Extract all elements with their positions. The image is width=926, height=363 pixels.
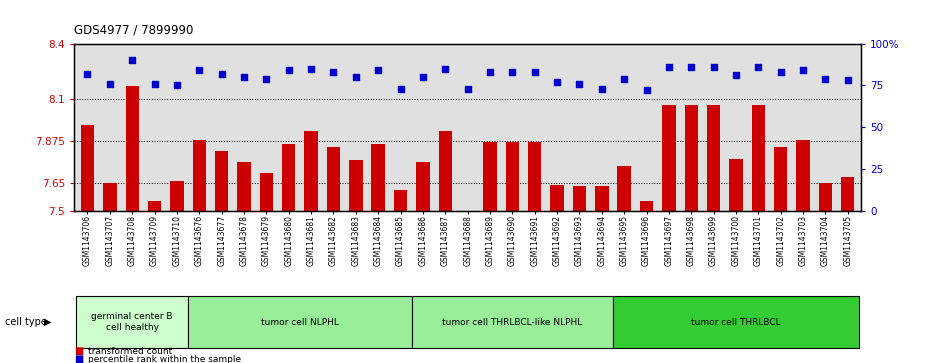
Point [438,66,453,72]
Bar [148,201,161,211]
Point [394,86,408,91]
Bar [774,147,787,211]
Bar [618,166,631,211]
Bar [327,147,340,211]
Point [237,74,252,80]
Bar [237,162,251,211]
Point [683,64,698,70]
Bar [662,105,676,211]
Text: ■: ■ [74,346,83,356]
Bar [684,105,698,211]
Point [729,72,744,78]
Bar [305,131,318,211]
Point [550,79,565,85]
Point [751,64,766,70]
Point [282,68,296,73]
Bar [506,142,519,211]
Text: cell type: cell type [5,317,46,327]
Point [348,74,363,80]
Point [594,86,609,91]
Bar [796,140,809,211]
Point [505,69,519,75]
Bar [819,183,832,211]
Point [304,66,319,72]
Bar [126,86,139,211]
Point [661,64,676,70]
Text: tumor cell THRLBCL-like NLPHL: tumor cell THRLBCL-like NLPHL [443,318,582,327]
Bar [752,105,765,211]
Point [192,68,206,73]
Bar [215,151,229,211]
Bar [595,187,608,211]
Text: tumor cell NLPHL: tumor cell NLPHL [261,318,339,327]
Bar [572,187,586,211]
Bar [193,140,206,211]
Bar [81,125,94,211]
Bar [528,142,542,211]
Bar [730,159,743,211]
Bar [483,142,496,211]
Bar [282,144,295,211]
Bar [170,181,183,211]
Bar [707,105,720,211]
Point [103,81,118,86]
Text: GDS4977 / 7899990: GDS4977 / 7899990 [74,23,194,36]
Point [527,69,542,75]
Point [169,82,184,88]
Point [147,81,162,86]
Point [572,81,587,86]
Point [707,64,721,70]
Bar [371,144,385,211]
Bar [841,177,855,211]
Point [617,76,632,82]
Point [482,69,497,75]
Point [125,57,140,63]
Text: transformed count: transformed count [88,347,172,356]
Bar [550,184,564,211]
Point [214,71,229,77]
Point [639,87,654,93]
Point [773,69,788,75]
Point [326,69,341,75]
Text: ▶: ▶ [44,317,52,327]
Bar [349,160,363,211]
Bar [394,190,407,211]
Point [416,74,431,80]
Text: ■: ■ [74,354,83,363]
Bar [416,162,430,211]
Point [460,86,475,91]
Text: percentile rank within the sample: percentile rank within the sample [88,355,241,363]
Point [795,68,810,73]
Bar [640,201,653,211]
Point [841,77,856,83]
Text: tumor cell THRLBCL: tumor cell THRLBCL [691,318,781,327]
Point [818,76,832,82]
Bar [103,183,117,211]
Point [80,71,94,77]
Bar [439,131,452,211]
Bar [259,174,273,211]
Point [370,68,385,73]
Point [259,76,274,82]
Text: germinal center B
cell healthy: germinal center B cell healthy [92,313,173,332]
